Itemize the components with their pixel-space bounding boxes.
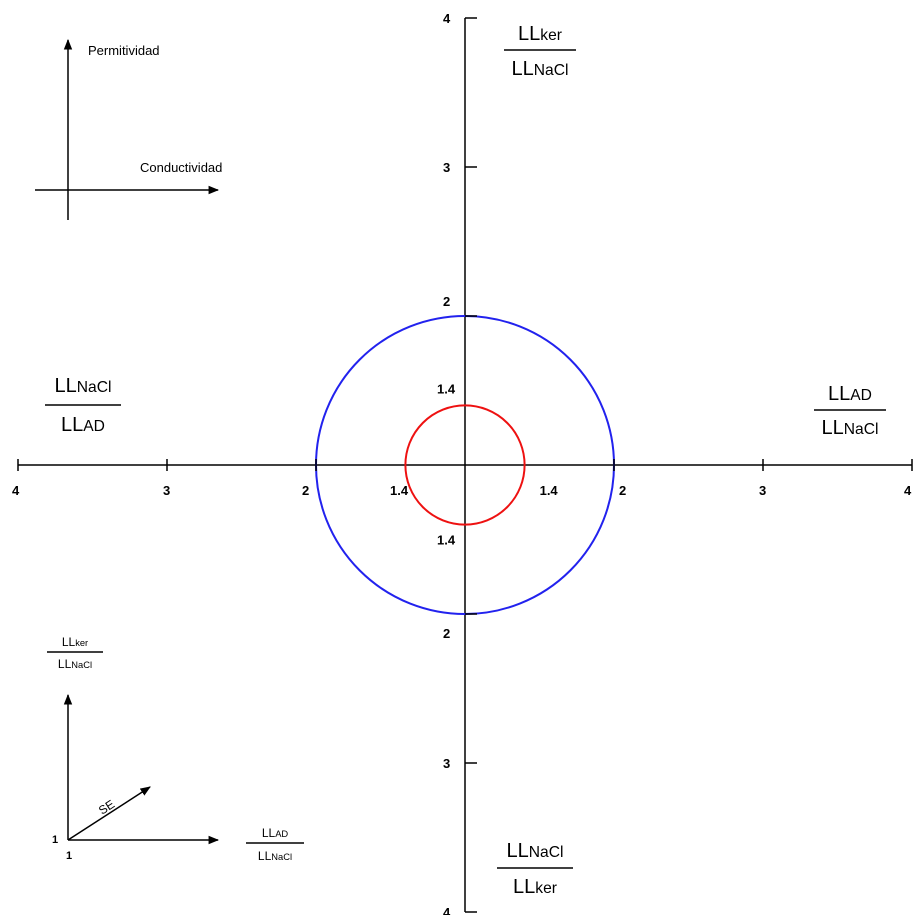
top-label-sub: ker — [540, 27, 562, 44]
inset-origin-y: 1 — [52, 834, 58, 846]
inset-y-label-sub: NaCl — [71, 660, 92, 670]
left-label-num: LLNaCl — [55, 375, 112, 397]
left-label-base: LL — [55, 375, 77, 397]
top-label-sub: NaCl — [534, 62, 569, 79]
x-tick-label: 3 — [163, 483, 170, 498]
bottom-label-base: LL — [513, 876, 535, 898]
inset-vector-label: SE — [96, 797, 117, 817]
bottom-label-sub: ker — [535, 880, 557, 897]
legend-y-label: Permitividad — [88, 43, 160, 58]
circle — [404, 404, 526, 526]
inset-y-label-num: LLker — [62, 635, 88, 649]
right-label-den: LLNaCl — [822, 417, 879, 439]
y-tick-label: 3 — [443, 756, 450, 771]
inset-vector — [67, 786, 151, 841]
top-label-den: LLNaCl — [512, 58, 569, 80]
x-tick-label: 4 — [904, 483, 912, 498]
inset-x-label-num: LLAD — [262, 826, 289, 840]
top-label-base: LL — [518, 23, 540, 45]
y-tick-label: 2 — [443, 626, 450, 641]
right-label-sub: AD — [850, 387, 872, 404]
inset-x-label-sub: NaCl — [271, 852, 292, 862]
inset-y-label-base: LL — [62, 635, 76, 649]
left-label-den: LLAD — [61, 414, 105, 436]
legend-x-label: Conductividad — [140, 160, 222, 175]
y-tick-label: 2 — [443, 294, 450, 309]
bottom-label-den: LLker — [513, 876, 557, 898]
inset-x-label-base: LL — [262, 826, 276, 840]
top-label-base: LL — [512, 58, 534, 80]
circle-label: 1.4 — [437, 381, 456, 396]
bottom-label-sub: NaCl — [529, 844, 564, 861]
x-tick-label: 4 — [12, 483, 20, 498]
right-label-base: LL — [822, 417, 844, 439]
right-label-num: LLAD — [828, 383, 872, 405]
inset-y-label-base: LL — [58, 657, 72, 671]
circle-label: 1.4 — [390, 483, 409, 498]
x-tick-label: 2 — [302, 483, 309, 498]
inset-y-label-den: LLNaCl — [58, 657, 92, 671]
y-tick-label: 3 — [443, 160, 450, 175]
inset-x-label-base: LL — [258, 849, 272, 863]
right-label-base: LL — [828, 383, 850, 405]
y-tick-label: 4 — [443, 11, 451, 26]
circle-label: 1.4 — [540, 483, 559, 498]
top-label-num: LLker — [518, 23, 562, 45]
circle-label: 1.4 — [437, 533, 456, 548]
y-tick-label: 4 — [443, 905, 451, 915]
right-label-sub: NaCl — [844, 421, 879, 438]
bottom-label-num: LLNaCl — [507, 840, 564, 862]
x-tick-label: 3 — [759, 483, 766, 498]
inset-y-label-sub: ker — [75, 638, 88, 648]
inset-x-label-den: LLNaCl — [258, 849, 292, 863]
bottom-label-base: LL — [507, 840, 529, 862]
x-tick-label: 2 — [619, 483, 626, 498]
inset-origin-x: 1 — [66, 850, 72, 862]
left-label-sub: AD — [83, 418, 105, 435]
left-label-sub: NaCl — [77, 379, 112, 396]
left-label-base: LL — [61, 414, 83, 436]
inset-x-label-sub: AD — [275, 829, 288, 839]
